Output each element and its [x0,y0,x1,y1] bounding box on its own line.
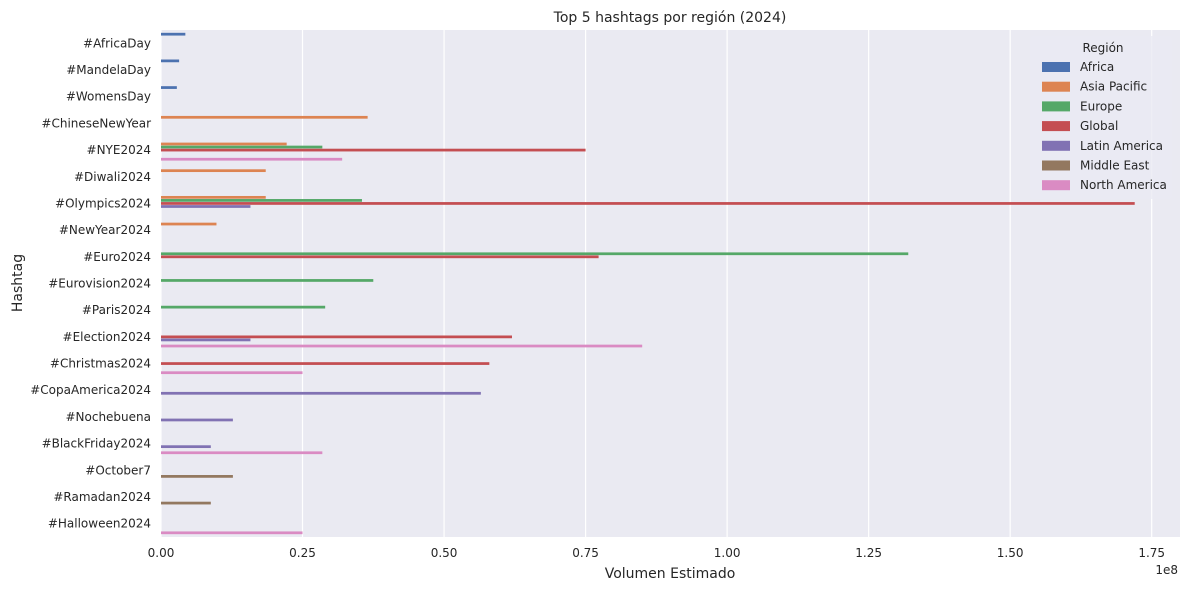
y-tick-label: #Ramadan2024 [53,490,151,504]
y-tick-label: #Euro2024 [83,250,151,264]
y-tick-label: #October7 [85,463,151,477]
y-tick-label: #MandelaDay [66,63,151,77]
bar [161,148,586,152]
legend-swatch [1042,180,1070,191]
bar [161,222,217,226]
y-tick-label: #Paris2024 [82,303,151,317]
x-tick-label: 0.75 [572,546,599,560]
x-axis-label: Volumen Estimado [605,566,736,582]
legend-swatch [1042,121,1070,132]
legend-swatch [1042,62,1070,72]
y-tick-label: #Eurovision2024 [48,277,151,291]
bar [161,338,251,342]
bar [161,145,323,149]
legend-label: Middle East [1080,159,1150,173]
bar [161,451,323,455]
bar [161,255,599,259]
legend-label: North America [1080,178,1167,192]
bar [161,115,368,119]
y-tick-label: #ChineseNewYear [41,116,151,130]
y-tick-label: #NYE2024 [87,143,151,157]
legend-label: Africa [1080,60,1114,74]
legend-swatch [1042,81,1070,92]
x-scale-label: 1e8 [1155,563,1178,577]
chart-title: Top 5 hashtags por región (2024) [553,10,787,26]
legend: Región Africa Asia Pacific Europe Global Lat… [1030,36,1172,199]
bar [161,475,233,478]
bar [161,59,180,63]
bar [161,371,303,375]
y-tick-label: #Diwali2024 [74,170,151,184]
bar [161,157,343,161]
legend-label: Global [1080,119,1118,133]
bar [161,335,512,339]
bar [161,305,326,309]
bar [161,391,481,395]
legend-swatch [1042,160,1070,171]
bar [161,362,490,365]
y-tick-label: #Olympics2024 [55,196,151,210]
y-tick-label: #Christmas2024 [50,357,151,371]
y-tick-labels: #AfricaDay #MandelaDay #WomensDay #ChineseN… [30,36,151,530]
bar [161,169,266,173]
bar [161,418,233,422]
x-tick-label: 1.00 [714,546,741,560]
legend-title: Región [1082,41,1123,55]
bar [161,501,211,505]
bar [161,205,251,208]
y-tick-label: #Halloween2024 [48,517,151,531]
y-tick-label: #WomensDay [66,90,151,104]
y-axis-label: Hashtag [10,254,26,312]
legend-box [1030,36,1172,199]
x-tick-labels: 0.00 0.25 0.50 0.75 1.00 1.25 1.50 1.75 [148,546,1165,560]
legend-label: Latin America [1080,139,1163,153]
legend-items: Africa Asia Pacific Europe Global Latin Amer… [1042,60,1167,192]
bars [161,32,1135,535]
bar [161,344,643,348]
bar [161,252,909,256]
bar [161,279,374,282]
y-tick-label: #CopaAmerica2024 [30,383,151,397]
legend-swatch [1042,140,1070,151]
legend-label: Asia Pacific [1080,80,1147,94]
x-tick-label: 0.50 [431,546,458,560]
grid [160,30,1153,537]
y-tick-label: #Nochebuena [65,410,151,424]
legend-swatch [1042,101,1070,112]
bar [161,531,303,535]
bar [161,86,177,89]
bar [161,195,266,199]
y-tick-label: #NewYear2024 [59,223,151,237]
x-tick-label: 0.25 [289,546,316,560]
y-tick-label: #AfricaDay [83,36,151,50]
legend-label: Europe [1080,99,1122,113]
x-tick-label: 1.50 [997,546,1024,560]
bar [161,199,362,202]
plot-area [161,30,1180,537]
x-tick-label: 1.25 [855,546,882,560]
y-tick-label: #Election2024 [63,330,151,344]
x-tick-label: 1.75 [1138,546,1165,560]
y-tick-label: #BlackFriday2024 [42,437,151,451]
bar [161,202,1135,205]
bar [161,142,287,146]
bar [161,32,186,36]
x-tick-label: 0.00 [148,546,175,560]
bar [161,445,211,449]
